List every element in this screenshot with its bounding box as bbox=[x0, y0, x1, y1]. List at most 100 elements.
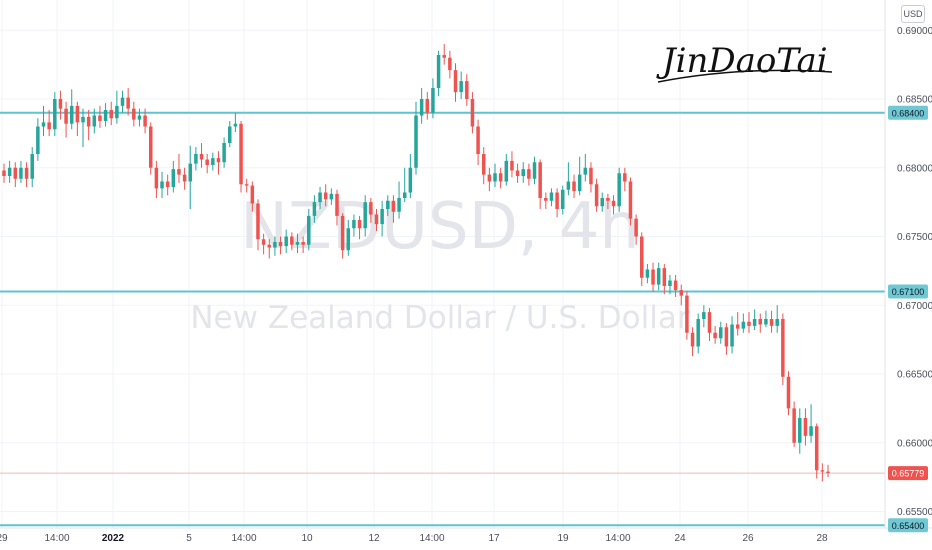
candle-body bbox=[459, 81, 463, 93]
candle-body bbox=[154, 167, 159, 189]
candle-body bbox=[211, 158, 215, 165]
currency-label[interactable]: USD bbox=[901, 5, 925, 23]
candle bbox=[69, 89, 74, 130]
candle bbox=[685, 291, 689, 340]
candle-body bbox=[13, 167, 18, 179]
candle bbox=[572, 174, 576, 198]
candle bbox=[340, 213, 345, 259]
candle-body bbox=[668, 280, 672, 286]
candle bbox=[781, 313, 785, 385]
candle bbox=[487, 167, 492, 192]
candle bbox=[645, 264, 650, 284]
candle-body bbox=[752, 319, 757, 326]
candle bbox=[115, 90, 119, 124]
candle-body bbox=[188, 163, 192, 182]
candle-body bbox=[470, 99, 475, 127]
candle bbox=[64, 101, 68, 138]
candle-body bbox=[764, 319, 768, 325]
time-axis[interactable]: 29 14:00 2022 5 14:00 10 12 14:00 17 19 14:00 24 26 2… bbox=[0, 533, 828, 544]
candle-body bbox=[64, 108, 68, 124]
candle bbox=[798, 408, 802, 454]
candle-body bbox=[132, 108, 136, 120]
candle-body bbox=[357, 220, 362, 229]
candle bbox=[611, 195, 616, 215]
price-badge bbox=[888, 284, 928, 299]
candle-body bbox=[628, 181, 633, 219]
candle-body bbox=[651, 269, 655, 285]
x-tick-label: 12 bbox=[368, 533, 380, 544]
candle-body bbox=[673, 280, 678, 291]
candle-body bbox=[758, 319, 763, 325]
horizontal-levels[interactable] bbox=[0, 111, 885, 527]
last-price-badge bbox=[888, 466, 928, 481]
candle-body bbox=[323, 192, 328, 200]
candle bbox=[758, 313, 763, 333]
candle bbox=[527, 163, 531, 186]
price-badge-label: 0.67100 bbox=[892, 287, 925, 297]
candle-body bbox=[346, 228, 351, 251]
y-tick-label: 0.65500 bbox=[897, 507, 932, 518]
candle-body bbox=[510, 160, 514, 171]
y-tick-label: 0.66000 bbox=[897, 438, 932, 449]
candle-body bbox=[47, 122, 51, 130]
candle bbox=[228, 121, 232, 148]
candle bbox=[19, 160, 23, 183]
x-tick-label: 10 bbox=[301, 533, 313, 544]
candle bbox=[493, 163, 497, 187]
x-tick-label: 19 bbox=[557, 533, 569, 544]
candle-body bbox=[826, 471, 830, 473]
candle bbox=[165, 174, 170, 196]
candle-body bbox=[126, 97, 130, 109]
x-tick-label: 28 bbox=[816, 533, 828, 544]
candle-body bbox=[177, 169, 181, 175]
candle bbox=[239, 121, 243, 193]
candle bbox=[284, 229, 288, 253]
candle-body bbox=[527, 169, 531, 179]
candle-body bbox=[600, 198, 604, 207]
candle bbox=[47, 110, 51, 137]
candle-body bbox=[228, 126, 232, 143]
candle bbox=[211, 152, 215, 171]
candle bbox=[335, 189, 339, 226]
candle bbox=[380, 200, 384, 237]
price-axis[interactable]: 0.69000 0.68500 0.68000 0.67500 0.67000 0.665… bbox=[897, 26, 932, 518]
candle-body bbox=[544, 198, 548, 201]
candle bbox=[329, 188, 334, 205]
candle-body bbox=[182, 174, 187, 182]
candle bbox=[826, 464, 830, 478]
candle bbox=[634, 214, 638, 245]
candle bbox=[617, 167, 621, 212]
x-tick-label: 14:00 bbox=[419, 533, 444, 544]
candle bbox=[58, 90, 63, 120]
x-tick-label: 17 bbox=[488, 533, 500, 544]
candle-body bbox=[233, 123, 238, 127]
candle-body bbox=[148, 126, 153, 168]
candle bbox=[30, 147, 34, 187]
candle-body bbox=[295, 242, 300, 245]
candle bbox=[544, 192, 548, 209]
candle bbox=[81, 108, 85, 148]
candle-body bbox=[809, 426, 813, 436]
candle bbox=[713, 325, 717, 344]
candle-body bbox=[425, 99, 430, 113]
candle-body bbox=[414, 115, 418, 168]
candle-body bbox=[431, 88, 435, 113]
candle bbox=[109, 101, 113, 126]
candle bbox=[419, 88, 424, 124]
candle-body bbox=[402, 192, 407, 198]
candle bbox=[86, 110, 91, 141]
candle bbox=[465, 74, 469, 106]
price-badge-label: 0.68400 bbox=[892, 108, 925, 118]
candle bbox=[532, 156, 537, 185]
candle-body bbox=[803, 418, 808, 436]
candle-body bbox=[798, 418, 802, 443]
candle bbox=[606, 193, 610, 209]
price-badge-label: 0.65400 bbox=[892, 521, 925, 531]
candle-body bbox=[476, 126, 480, 154]
candle bbox=[600, 192, 604, 212]
candlestick-series bbox=[2, 44, 830, 482]
candle bbox=[764, 310, 768, 328]
candle-body bbox=[250, 185, 255, 204]
candle-body bbox=[290, 236, 294, 245]
